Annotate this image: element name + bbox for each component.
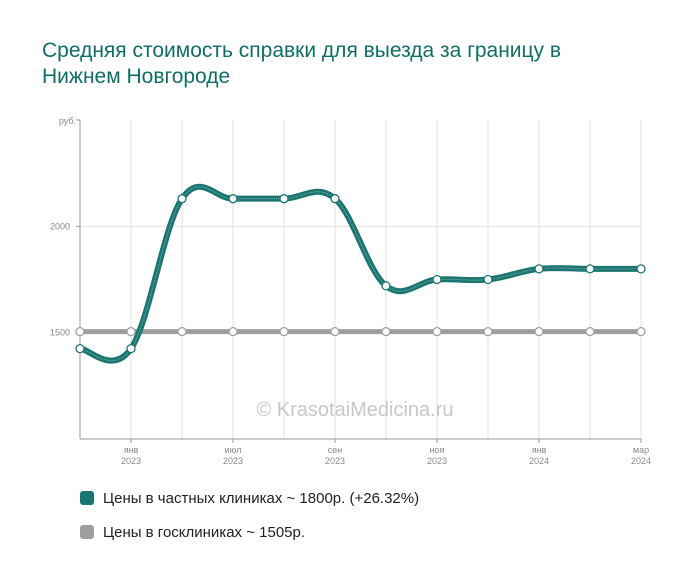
x-tick-label-year: 2023 [121, 456, 141, 466]
data-point-public [534, 326, 544, 337]
data-point-public [228, 326, 238, 337]
data-point-public [330, 326, 340, 337]
x-tick-label-year: 2024 [529, 456, 549, 466]
legend-item-private[interactable]: Цены в частных клиниках ~ 1800р. (+26.32… [80, 488, 419, 508]
series-line-private [79, 183, 641, 364]
axes: руб.15002000янв2023июл2023сен2023ноя2023… [50, 116, 651, 466]
data-point-private [228, 194, 238, 204]
x-tick-label-month: ноя [430, 445, 445, 455]
x-tick-label-month: июл [225, 445, 242, 455]
legend: Цены в частных клиниках ~ 1800р. (+26.32… [80, 488, 419, 556]
data-point-private [279, 194, 289, 204]
data-point-private [75, 343, 85, 354]
watermark: © KrasotaiMedicina.ru [256, 399, 453, 421]
data-point-private [483, 274, 493, 285]
legend-swatch-private [80, 491, 94, 505]
data-point-public [75, 326, 85, 337]
data-point-private [585, 264, 595, 274]
y-tick-label: 2000 [50, 221, 70, 231]
x-tick-label-month: янв [124, 445, 139, 455]
chart-title: Средняя стоимость справки для выезда за … [42, 39, 562, 88]
data-point-public [432, 326, 442, 337]
data-point-private [330, 194, 340, 204]
data-point-private [177, 194, 187, 204]
data-point-public [279, 326, 289, 337]
y-tick-label: 1500 [50, 328, 70, 338]
x-tick-label-year: 2024 [631, 456, 651, 466]
x-tick-label-month: мар [633, 445, 649, 455]
data-point-private [636, 264, 646, 274]
data-point-public [483, 326, 493, 337]
data-points [75, 194, 646, 354]
x-tick-label-year: 2023 [325, 456, 345, 466]
data-point-private [432, 274, 442, 285]
x-tick-label-year: 2023 [427, 456, 447, 466]
x-tick-label-month: янв [532, 445, 547, 455]
legend-label-public: Цены в госклиниках ~ 1505р. [103, 523, 306, 541]
legend-label-private: Цены в частных клиниках ~ 1800р. (+26.32… [103, 489, 420, 507]
x-tick-label-year: 2023 [223, 456, 243, 466]
data-point-public [381, 326, 391, 337]
data-point-private [534, 264, 544, 274]
x-tick-label-month: сен [328, 445, 343, 455]
data-point-public [636, 326, 646, 337]
legend-item-public[interactable]: Цены в госклиниках ~ 1505р. [80, 522, 419, 542]
y-axis-unit: руб. [59, 116, 76, 126]
data-point-public [585, 326, 595, 337]
legend-swatch-public [80, 525, 94, 539]
grid [79, 120, 642, 439]
series [79, 183, 641, 364]
data-point-private [381, 281, 391, 291]
data-point-public [126, 326, 136, 337]
data-point-public [177, 326, 187, 337]
series-line-texture-private [79, 186, 641, 362]
data-point-private [126, 343, 136, 354]
